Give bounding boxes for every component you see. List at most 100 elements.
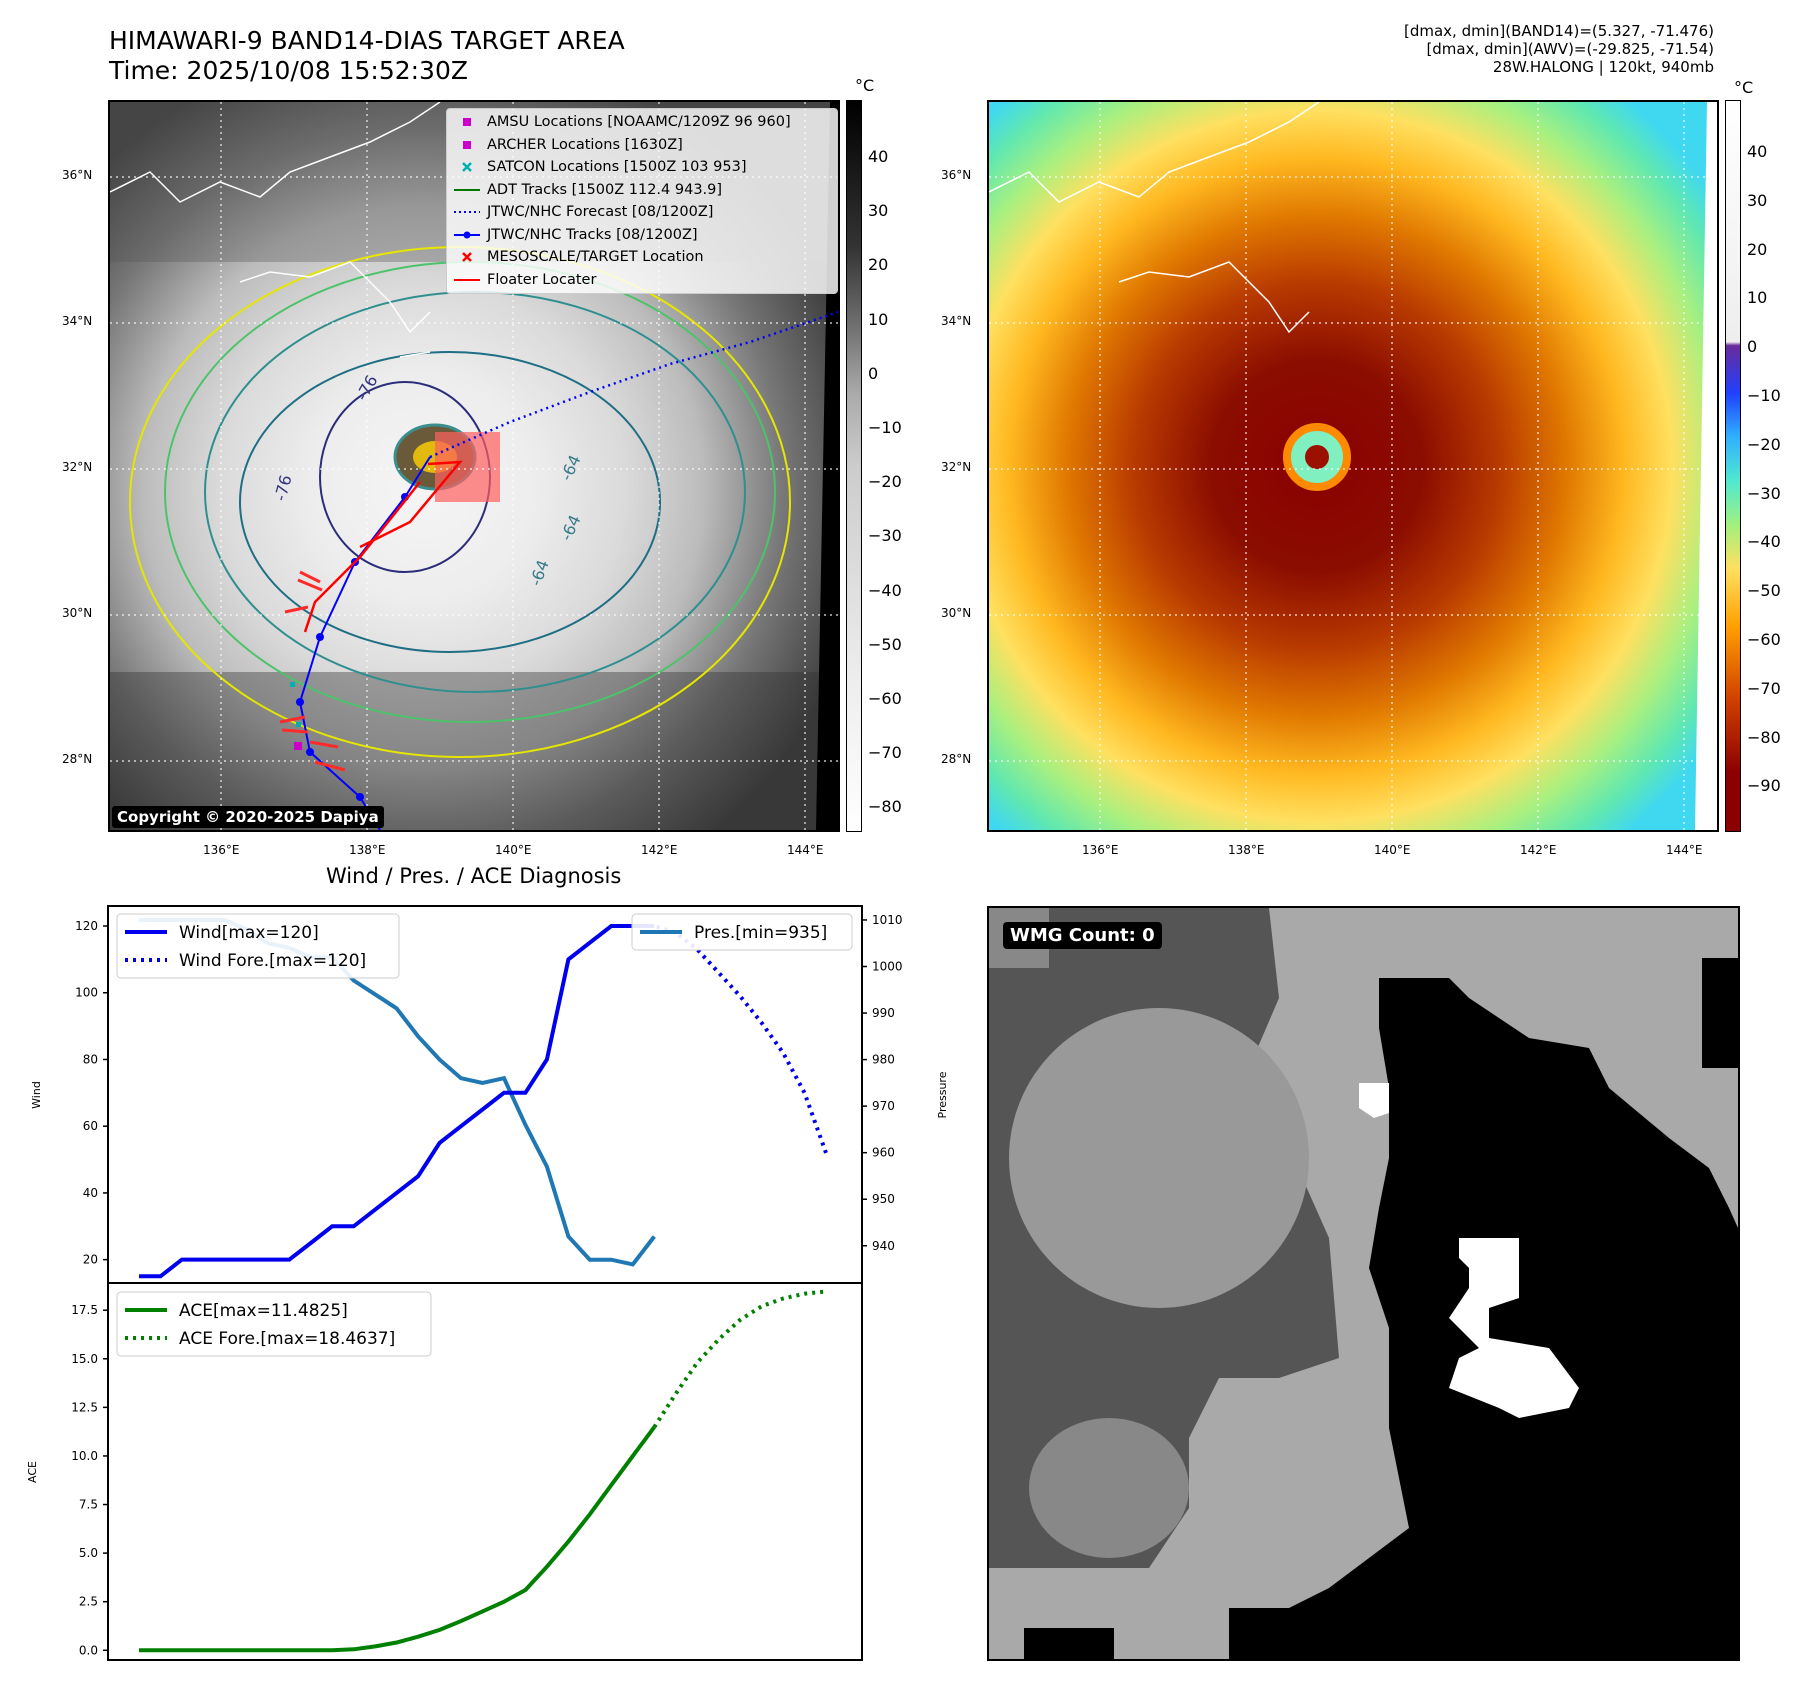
colorbar_gray-tick: −10 [868, 418, 902, 437]
wmg-count-badge: WMG Count: 0 [1003, 922, 1162, 949]
lon2-136: 136°E [1082, 843, 1119, 857]
lon-138: 138°E [349, 843, 386, 857]
legend-label: SATCON Locations [1500Z 103 953] [487, 159, 747, 176]
legend-item: JTWC/NHC Forecast [08/1200Z] [447, 201, 837, 224]
wind-forecast-line [632, 924, 828, 1154]
ace-ytick-label: 17.5 [71, 1303, 98, 1317]
colorbar_color-tick: −50 [1747, 581, 1781, 601]
lon2-144: 144°E [1666, 843, 1703, 857]
ace-ytick-label: 7.5 [79, 1498, 98, 1512]
wind-ytick-label: 20 [83, 1253, 98, 1267]
meta-line-3: 28W.HALONG | 120kt, 940mb [1492, 58, 1714, 76]
target-box [435, 432, 500, 502]
chart-title: Wind / Pres. / ACE Diagnosis [326, 864, 622, 888]
ace-legend [116, 1291, 432, 1357]
legend-item: SATCON Locations [1500Z 103 953] [447, 156, 837, 179]
meta-line-2: [dmax, dmin](AWV)=(-29.825, -71.54) [1426, 40, 1714, 58]
lat2-32: 32°N [941, 460, 972, 474]
legend-item: AMSU Locations [NOAAMC/1209Z 96 960] [447, 111, 837, 134]
wind-ytick-label: 100 [75, 986, 98, 1000]
colorbar_color-tick: −60 [1747, 630, 1781, 649]
legend-item: JTWC/NHC Tracks [08/1200Z] [447, 224, 837, 247]
colorbar_color-tick: −20 [1747, 434, 1781, 454]
title-line-1: HIMAWARI-9 BAND14-DIAS TARGET AREA [109, 26, 625, 55]
floater-locator [303, 481, 421, 633]
coastline-2 [989, 102, 1320, 334]
legend-symbol [447, 228, 487, 242]
wmg-panel: WMG Count: 0 [987, 906, 1740, 1661]
pressure-axis-label: Pressure [936, 1071, 949, 1118]
ace-line [139, 1425, 656, 1653]
ace-legend-label: ACE[max=11.4825] [179, 1301, 348, 1321]
colorbar_color-tick: 40 [1747, 142, 1768, 161]
wind-legend-label: Wind Fore.[max=120] [179, 951, 366, 971]
pres-ytick-label: 1000 [872, 960, 903, 974]
ace-ytick-label: 5.0 [79, 1546, 98, 1560]
jtwc-track [298, 456, 431, 830]
lon-140: 140°E [495, 843, 532, 857]
lon2-138: 138°E [1228, 843, 1265, 857]
colorbar-color-unit: °C [1734, 78, 1754, 97]
forecast-track [429, 310, 838, 459]
colorbar_gray-tick: −80 [868, 797, 902, 817]
pres-ytick-label: 950 [872, 1192, 895, 1206]
pres-legend-label: Pres.[min=935] [694, 923, 827, 943]
legend-label: JTWC/NHC Forecast [08/1200Z] [487, 204, 714, 221]
ace-legend-label: ACE Fore.[max=18.4637] [179, 1329, 395, 1349]
pres-legend [631, 913, 853, 951]
meta-line-1: [dmax, dmin](BAND14)=(5.327, -71.476) [1403, 22, 1714, 40]
pres-ytick-label: 940 [872, 1239, 895, 1253]
colorbar_gray-tick: −70 [868, 743, 902, 763]
legend-symbol [447, 183, 487, 197]
ace-ytick-label: 2.5 [79, 1595, 98, 1609]
legend-label: ADT Tracks [1500Z 112.4 943.9] [487, 181, 723, 198]
map-legend: AMSU Locations [NOAAMC/1209Z 96 960] ARCH… [446, 108, 838, 294]
lon2-142: 142°E [1520, 843, 1557, 857]
colorbar_gray-tick: −50 [868, 634, 902, 654]
lat-34: 34°N [62, 314, 93, 328]
legend-item: Floater Locater [447, 269, 837, 292]
lat2-30: 30°N [941, 606, 972, 620]
colorbar_color-tick: −30 [1747, 483, 1781, 503]
lat2-28: 28°N [941, 752, 972, 766]
colorbar-color [1725, 100, 1741, 832]
colorbar_color-tick: −80 [1747, 727, 1781, 747]
figure-title: HIMAWARI-9 BAND14-DIAS TARGET AREA Time:… [109, 26, 625, 86]
wind-legend [116, 913, 400, 979]
ace-forecast-line [652, 1289, 827, 1429]
colorbar_color-tick: −40 [1747, 532, 1781, 552]
title-line-2: Time: 2025/10/08 15:52:30Z [109, 56, 468, 85]
lat2-36: 36°N [941, 168, 972, 182]
legend-item: MESOSCALE/TARGET Location [447, 246, 837, 269]
lat2-34: 34°N [941, 314, 972, 328]
ace-ytick-label: 15.0 [71, 1352, 98, 1366]
legend-symbol [447, 115, 487, 129]
colorbar-gray-unit: °C [855, 76, 875, 95]
pres-ytick-label: 1010 [872, 913, 903, 927]
wind-axis-label: Wind [30, 1081, 43, 1109]
wind-ytick-label: 40 [83, 1186, 98, 1200]
colorbar_gray-tick: −60 [868, 689, 902, 708]
color-ir-map-panel [987, 100, 1719, 832]
colorbar_color-tick: −70 [1747, 678, 1781, 698]
colorbar_gray-tick: 10 [868, 309, 889, 329]
pres-ytick-label: 970 [872, 1099, 895, 1113]
lon-144: 144°E [787, 843, 824, 857]
wind-ytick-label: 60 [83, 1119, 98, 1133]
colorbar_color-tick: 20 [1747, 239, 1768, 259]
ace-axes-frame [107, 1282, 863, 1661]
copyright-badge: Copyright © 2020-2025 Dapiya [112, 806, 384, 828]
legend-label: JTWC/NHC Tracks [08/1200Z] [487, 226, 698, 243]
colorbar_gray-tick: 20 [868, 255, 889, 275]
lon-142: 142°E [641, 843, 678, 857]
lon2-140: 140°E [1374, 843, 1411, 857]
wind-ytick-label: 120 [75, 919, 98, 933]
wmg-image [989, 908, 1738, 1659]
colorbar_gray-tick: 0 [868, 363, 879, 383]
ace-ytick-label: 12.5 [71, 1400, 98, 1414]
colorbar-gray [846, 100, 862, 832]
lat-36: 36°N [62, 168, 93, 182]
ace-ytick-label: 0.0 [79, 1643, 98, 1657]
ir-map-panel: -76 -76 -64 -64 -64 AMSU Locations [NOAA… [108, 100, 840, 832]
